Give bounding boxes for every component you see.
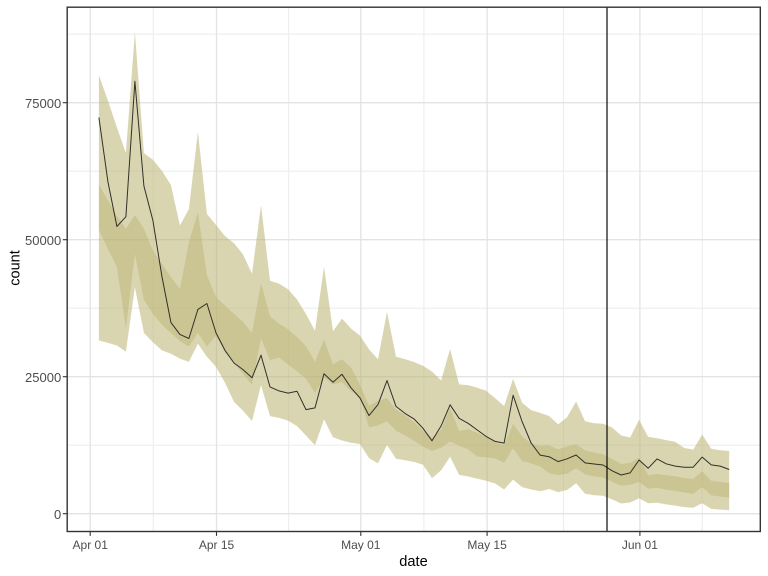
svg-text:75000: 75000 <box>25 96 61 111</box>
svg-text:May 01: May 01 <box>341 538 381 552</box>
svg-text:count: count <box>8 250 24 285</box>
svg-text:0: 0 <box>54 507 61 522</box>
svg-text:May 15: May 15 <box>467 538 507 552</box>
svg-text:Jun 01: Jun 01 <box>622 538 658 552</box>
svg-text:Apr 15: Apr 15 <box>199 538 235 552</box>
svg-text:Apr 01: Apr 01 <box>73 538 109 552</box>
svg-text:50000: 50000 <box>25 233 61 248</box>
svg-text:25000: 25000 <box>25 370 61 385</box>
svg-text:date: date <box>399 554 427 570</box>
